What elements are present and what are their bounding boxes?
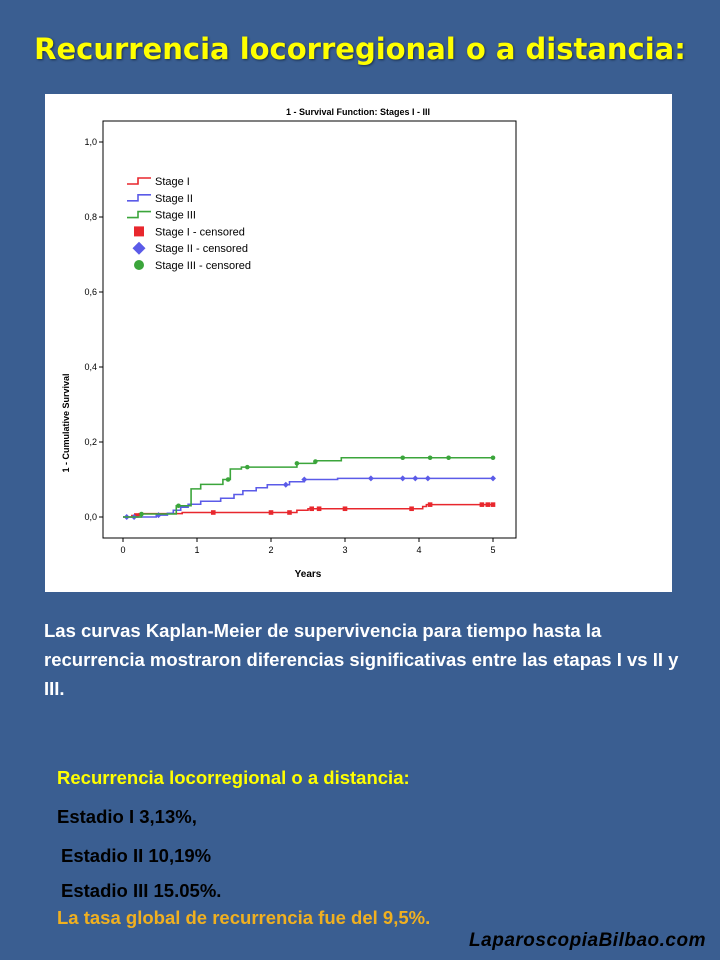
legend-swatch-marker bbox=[134, 260, 144, 270]
plot-area bbox=[102, 120, 517, 539]
series-3 bbox=[123, 455, 496, 518]
x-tick-label: 3 bbox=[342, 545, 347, 555]
legend-label: Stage II bbox=[155, 193, 193, 205]
censor-point bbox=[399, 475, 406, 482]
overall-rate-text: La tasa global de recurrencia fue del 9,… bbox=[57, 907, 431, 928]
kaplan-meier-chart: 1 - Survival Function: Stages I - III Ye… bbox=[45, 94, 672, 592]
censor-point bbox=[400, 455, 406, 461]
censor-point bbox=[342, 506, 348, 512]
censor-point bbox=[367, 475, 374, 482]
y-tick-label: 1,0 bbox=[84, 137, 97, 147]
y-tick-label: 0,4 bbox=[84, 362, 97, 372]
y-tick-label: 0,8 bbox=[84, 212, 97, 222]
censor-point bbox=[139, 511, 144, 517]
legend-item: Stage I - censored bbox=[134, 226, 245, 238]
legend-label: Stage III - censored bbox=[155, 260, 251, 272]
legend-label: Stage II - censored bbox=[155, 243, 248, 255]
legend-label: Stage I bbox=[155, 176, 190, 188]
x-axis-label: Years bbox=[295, 569, 322, 580]
censor-point bbox=[490, 475, 496, 482]
censor-point bbox=[490, 455, 496, 461]
stat-stage-2: Estadio II 10,19% bbox=[61, 845, 212, 866]
censor-point bbox=[268, 510, 274, 515]
y-axis-label: 1 - Cumulative Survival bbox=[61, 373, 71, 472]
censor-point bbox=[301, 476, 308, 483]
censor-point bbox=[176, 503, 181, 509]
censor-point bbox=[479, 502, 485, 507]
chart-svg: 1 - Survival Function: Stages I - III Ye… bbox=[61, 107, 517, 580]
y-tick-label: 0,0 bbox=[84, 512, 97, 522]
stat-stage-1: Estadio I 3,13%, bbox=[57, 806, 197, 827]
description-text: Las curvas Kaplan-Meier de supervivencia… bbox=[44, 620, 679, 699]
legend-swatch-line bbox=[127, 194, 151, 202]
censor-point bbox=[427, 502, 433, 507]
censor-point bbox=[134, 513, 139, 518]
censor-point bbox=[409, 506, 414, 512]
censor-point bbox=[446, 455, 451, 461]
censor-point bbox=[424, 475, 431, 482]
chart-title: 1 - Survival Function: Stages I - III bbox=[286, 107, 430, 117]
legend-swatch-marker bbox=[132, 241, 146, 255]
censor-point bbox=[225, 477, 231, 482]
legend-swatch-marker bbox=[134, 226, 144, 237]
censor-point bbox=[412, 475, 419, 482]
x-tick-label: 0 bbox=[120, 545, 125, 555]
legend-item: Stage III bbox=[127, 210, 196, 222]
censor-point bbox=[287, 510, 292, 515]
censor-point bbox=[245, 464, 250, 470]
legend-label: Stage III bbox=[155, 210, 196, 222]
censor-point bbox=[309, 506, 314, 512]
legend-label: Stage I - censored bbox=[155, 226, 245, 238]
legend-item: Stage II - censored bbox=[132, 241, 248, 255]
legend-item: Stage III - censored bbox=[134, 260, 251, 272]
censor-point bbox=[294, 461, 300, 466]
x-tick-label: 2 bbox=[268, 545, 273, 555]
x-tick-label: 1 bbox=[194, 545, 199, 555]
censor-point bbox=[485, 502, 491, 507]
censor-point bbox=[490, 502, 496, 507]
y-tick-label: 0,6 bbox=[84, 287, 97, 297]
legend-item: Stage I bbox=[127, 176, 190, 188]
censor-point bbox=[316, 506, 322, 512]
censor-point bbox=[210, 510, 216, 515]
summary-heading: Recurrencia locorregional o a distancia: bbox=[57, 767, 410, 788]
x-tick-label: 4 bbox=[416, 545, 421, 555]
censor-point bbox=[282, 481, 289, 488]
stat-stage-3: Estadio III 15.05%. bbox=[61, 880, 222, 901]
x-tick-label: 5 bbox=[490, 545, 495, 555]
page-title: Recurrencia locorregional o a distancia: bbox=[34, 32, 686, 66]
legend-item: Stage II bbox=[127, 193, 193, 205]
legend-swatch-line bbox=[127, 210, 151, 219]
legend-swatch-line bbox=[127, 177, 151, 185]
footer-site-name: LaparoscopiaBilbao.com bbox=[469, 930, 706, 951]
y-tick-label: 0,2 bbox=[84, 437, 97, 447]
censor-point bbox=[427, 455, 433, 461]
censor-point bbox=[313, 459, 318, 464]
